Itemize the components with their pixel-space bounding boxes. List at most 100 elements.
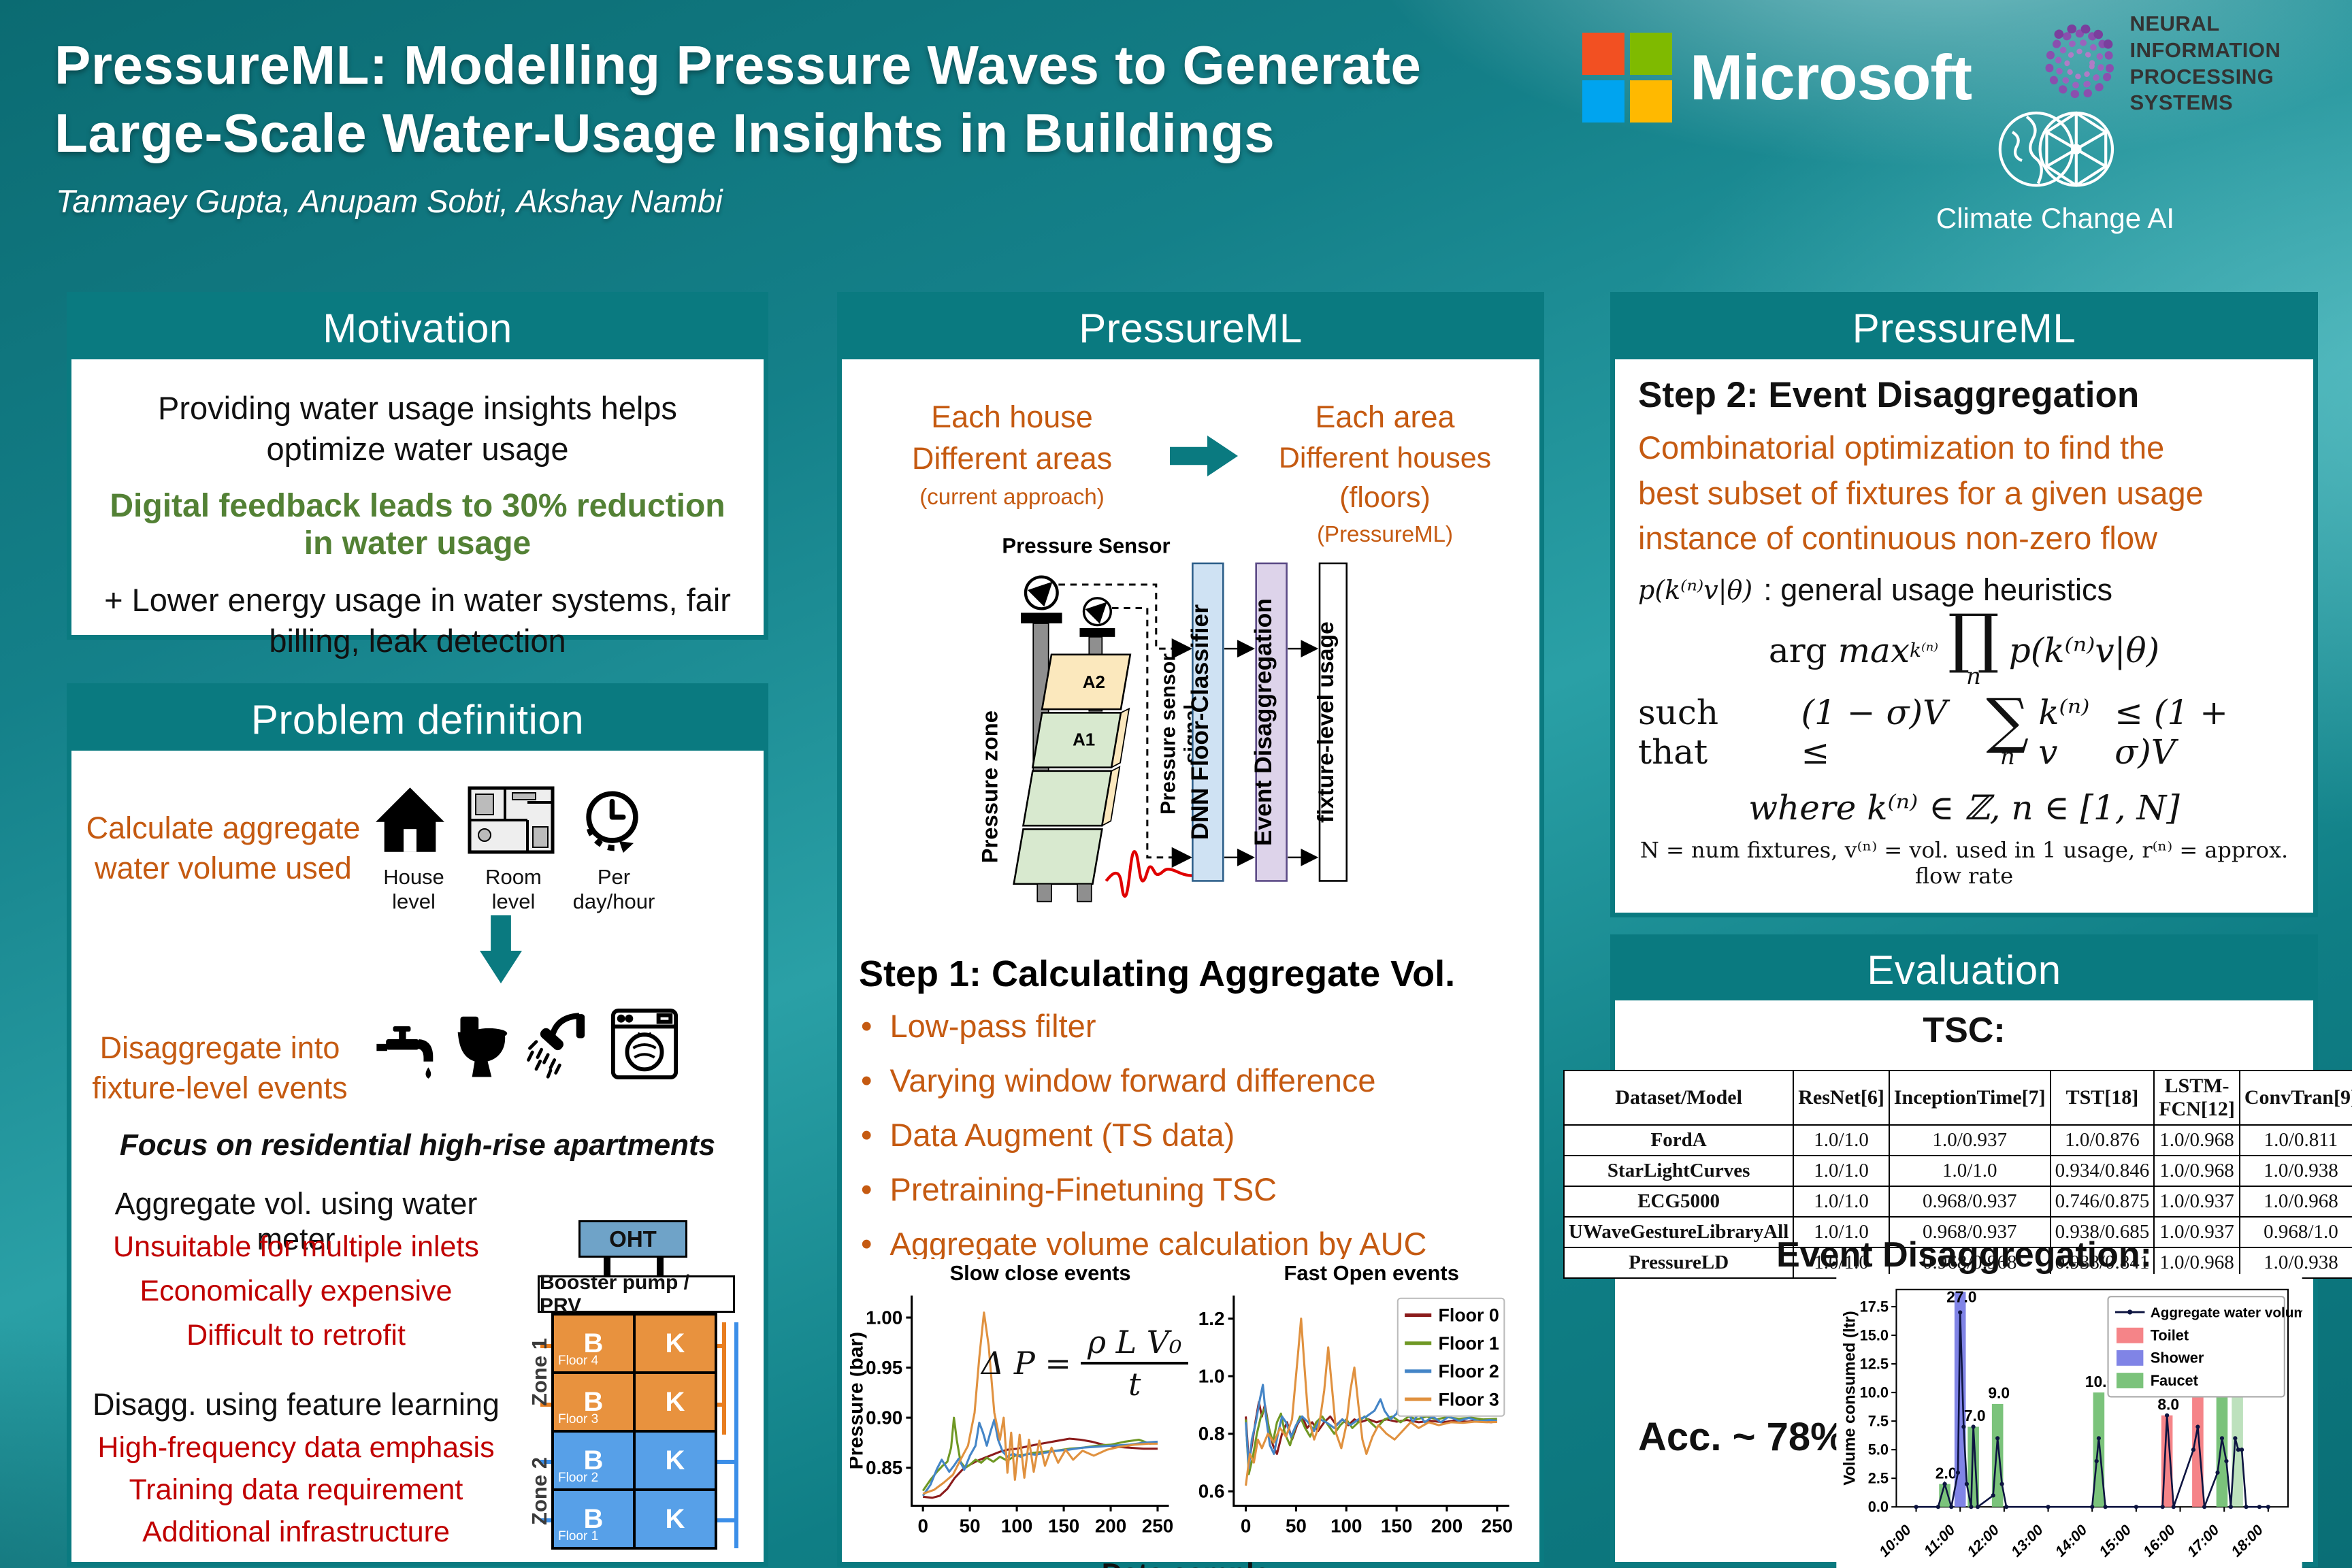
step1-bullet: • Low-pass filter: [861, 1008, 1096, 1044]
compare-left-line1: Each house: [931, 399, 1093, 434]
ms-square-green: [1630, 33, 1672, 75]
evaluation-body: TSC: Dataset/Model ResNet[6] InceptionTime…: [1563, 1000, 2352, 1568]
table-cell: 0.746/0.875: [2049, 1186, 2155, 1218]
clock-icon: [586, 791, 638, 853]
step2-desc-line2: best subset of fixtures for a given usag…: [1638, 474, 2204, 511]
right-arrow-icon: [1170, 436, 1238, 476]
step1-bullet-list: • Low-pass filter • Varying window forward…: [861, 1007, 1426, 1279]
formula-fraction: ρ L V₀ t: [1080, 1324, 1189, 1403]
eq2-mid: k⁽ⁿ⁾v: [2038, 692, 2090, 772]
y-axis-label: Volume consumed (ltr): [1840, 1311, 1859, 1486]
table-header-cell: ResNet[6]: [1793, 1070, 1890, 1126]
faucet-icon: [376, 1026, 434, 1079]
tsc-results-table: Dataset/Model ResNet[6] InceptionTime[7] TS…: [1563, 1070, 2352, 1279]
table-cell: 1.0/0.876: [2049, 1124, 2155, 1156]
x-tick-label: 150: [1381, 1516, 1412, 1537]
bar-value-label: 7.0: [1964, 1407, 1986, 1424]
dnn-floor-classifier-box: DNN Floor-Classifier: [1186, 604, 1213, 840]
table-cell: 1.0/1.0: [1793, 1216, 1890, 1248]
table-cell: 0.968/1.0: [2238, 1216, 2352, 1248]
neurips-text: NEURAL INFORMATION PROCESSING SYSTEMS: [2129, 11, 2352, 116]
compare-left: Each house Different areas (current appr…: [862, 397, 1162, 510]
y-tick-label: 0.90: [866, 1407, 902, 1428]
eq2-op: ∑: [1986, 685, 2029, 756]
page-title-line2: Large-Scale Water-Usage Insights in Buil…: [54, 103, 1275, 163]
y-tick-label: 0.85: [866, 1457, 902, 1478]
bar-toilet: [2192, 1369, 2204, 1507]
step1-bullet: • Pretraining-Finetuning TSC: [861, 1171, 1277, 1207]
step1-title: Step 1: Calculating Aggregate Vol.: [859, 953, 1456, 994]
compare-right-line1: Each area: [1315, 399, 1455, 434]
compare-right: Each area Different houses (floors) (Pre…: [1242, 397, 1528, 547]
series-floor-2: [921, 1418, 1158, 1497]
label-room-level: Room level: [485, 865, 542, 913]
table-cell: StarLightCurves: [1563, 1155, 1795, 1187]
series-floor-1: [1245, 1407, 1497, 1475]
neurips-text-line2: PROCESSING SYSTEMS: [2129, 64, 2274, 115]
formula-numerator: ρ L V₀: [1080, 1324, 1189, 1365]
table-cell: FordA: [1563, 1124, 1795, 1156]
equation-domain: where k⁽ⁿ⁾ ∈ ℤ, n ∈ [1, N]: [1748, 787, 2180, 828]
legend-label: Floor 1: [1439, 1333, 1499, 1354]
bar-value-label: 9.0: [1988, 1384, 2010, 1402]
equation-argmax: arg max k⁽ⁿ⁾ ∏ n p(k⁽ⁿ⁾v|θ): [1638, 601, 2290, 689]
oht-stub-right: [657, 1258, 664, 1275]
label-per-day-hour: Per day/hour: [572, 865, 655, 913]
compare-right-line2: Different houses (floors): [1278, 441, 1492, 514]
approach-body: Each house Different areas (current appr…: [842, 359, 1539, 1568]
y-tick-label: 10.0: [1860, 1384, 1889, 1401]
building-diagram: OHT Booster pump / PRV B Floor 4 K B Floor…: [521, 1220, 752, 1568]
y-tick-label: 1.0: [1198, 1365, 1225, 1386]
pipe-zone2-tap1: [717, 1460, 734, 1464]
y-tick-label: 0.95: [866, 1357, 902, 1378]
approach-header: PressureML: [842, 297, 1539, 359]
pipe-zone1-left1: [540, 1344, 551, 1348]
x-tick-label: 200: [1431, 1516, 1463, 1537]
table-cell: 1.0/0.968: [2153, 1247, 2240, 1279]
table-header-cell: InceptionTime[7]: [1888, 1070, 2051, 1126]
sum-operator: ∑ n: [1986, 685, 2029, 768]
shower-icon: [527, 1013, 585, 1079]
page-title-line1: PressureML: Modelling Pressure Waves to …: [54, 35, 1422, 95]
table-cell: 1.0/0.811: [2238, 1124, 2352, 1156]
eq1-op: ∏: [1948, 601, 1999, 676]
pressure-formula: Δ P = ρ L V₀ t: [981, 1324, 1189, 1403]
floor-tag: Floor 2: [558, 1471, 599, 1485]
table-cell: 0.968/0.937: [1888, 1216, 2051, 1248]
house-icon: [376, 787, 444, 852]
x-tick-label: 200: [1095, 1516, 1126, 1537]
table-cell: 1.0/1.0: [1888, 1155, 2051, 1187]
bar-value-label: 8.0: [2157, 1395, 2179, 1413]
cell-kitchen-floor1: K: [634, 1490, 716, 1548]
pressure-signal-squiggle: [1105, 850, 1194, 898]
eq2-suchthat: such that: [1638, 692, 1719, 772]
neurips-text-line1: NEURAL INFORMATION: [2129, 12, 2281, 62]
pipe-zone1-tap2: [713, 1403, 723, 1407]
table-header-row: Dataset/Model ResNet[6] InceptionTime[7] TS…: [1563, 1070, 2352, 1126]
step1-bullet-text: Low-pass filter: [889, 1008, 1096, 1044]
equation-constraint: such that (1 − σ)V ≤ ∑ n k⁽ⁿ⁾v ≤ (1 + σ)…: [1638, 685, 2290, 772]
floor-a1-label: A1: [1073, 731, 1095, 750]
compare-left-note: (current approach): [919, 483, 1105, 509]
feature-title: Disagg. using feature learning: [93, 1387, 500, 1422]
y-tick-label: 1.2: [1198, 1308, 1225, 1329]
meter-issue-3: Difficult to retrofit: [186, 1319, 406, 1352]
table-cell: 0.938/0.841: [2049, 1247, 2155, 1279]
x-tick-label: 0: [917, 1516, 928, 1537]
table-cell: 1.0/0.938: [2238, 1247, 2352, 1279]
table-cell: 1.0/0.937: [1888, 1124, 2051, 1156]
heuristics-line: p(k⁽ⁿ⁾v|θ) : general usage heuristics: [1638, 572, 2290, 608]
pressure-zone-label: Pressure zone: [977, 710, 1002, 863]
event-disaggregation-label: Event Disaggregation:: [1776, 1235, 2152, 1275]
bar-shower: [1954, 1292, 1966, 1507]
pipe-zone2: [734, 1322, 738, 1548]
x-tick-label: 50: [1286, 1516, 1307, 1537]
down-arrow-icon: [480, 915, 522, 983]
event-disaggregation-box: Event Disaggregation: [1250, 598, 1277, 846]
heuristics-math: p(k⁽ⁿ⁾v|θ): [1638, 575, 1753, 606]
y-tick-label: 0.6: [1198, 1481, 1225, 1502]
table-row: UWaveGestureLibraryAll 1.0/1.0 0.968/0.937…: [1563, 1216, 2352, 1248]
cell-letter: B: [583, 1503, 604, 1534]
fast-open-chart: Fast Open events 0.6 0.8 1.0 1.2 0 50 100 150 200…: [1190, 1259, 1520, 1561]
